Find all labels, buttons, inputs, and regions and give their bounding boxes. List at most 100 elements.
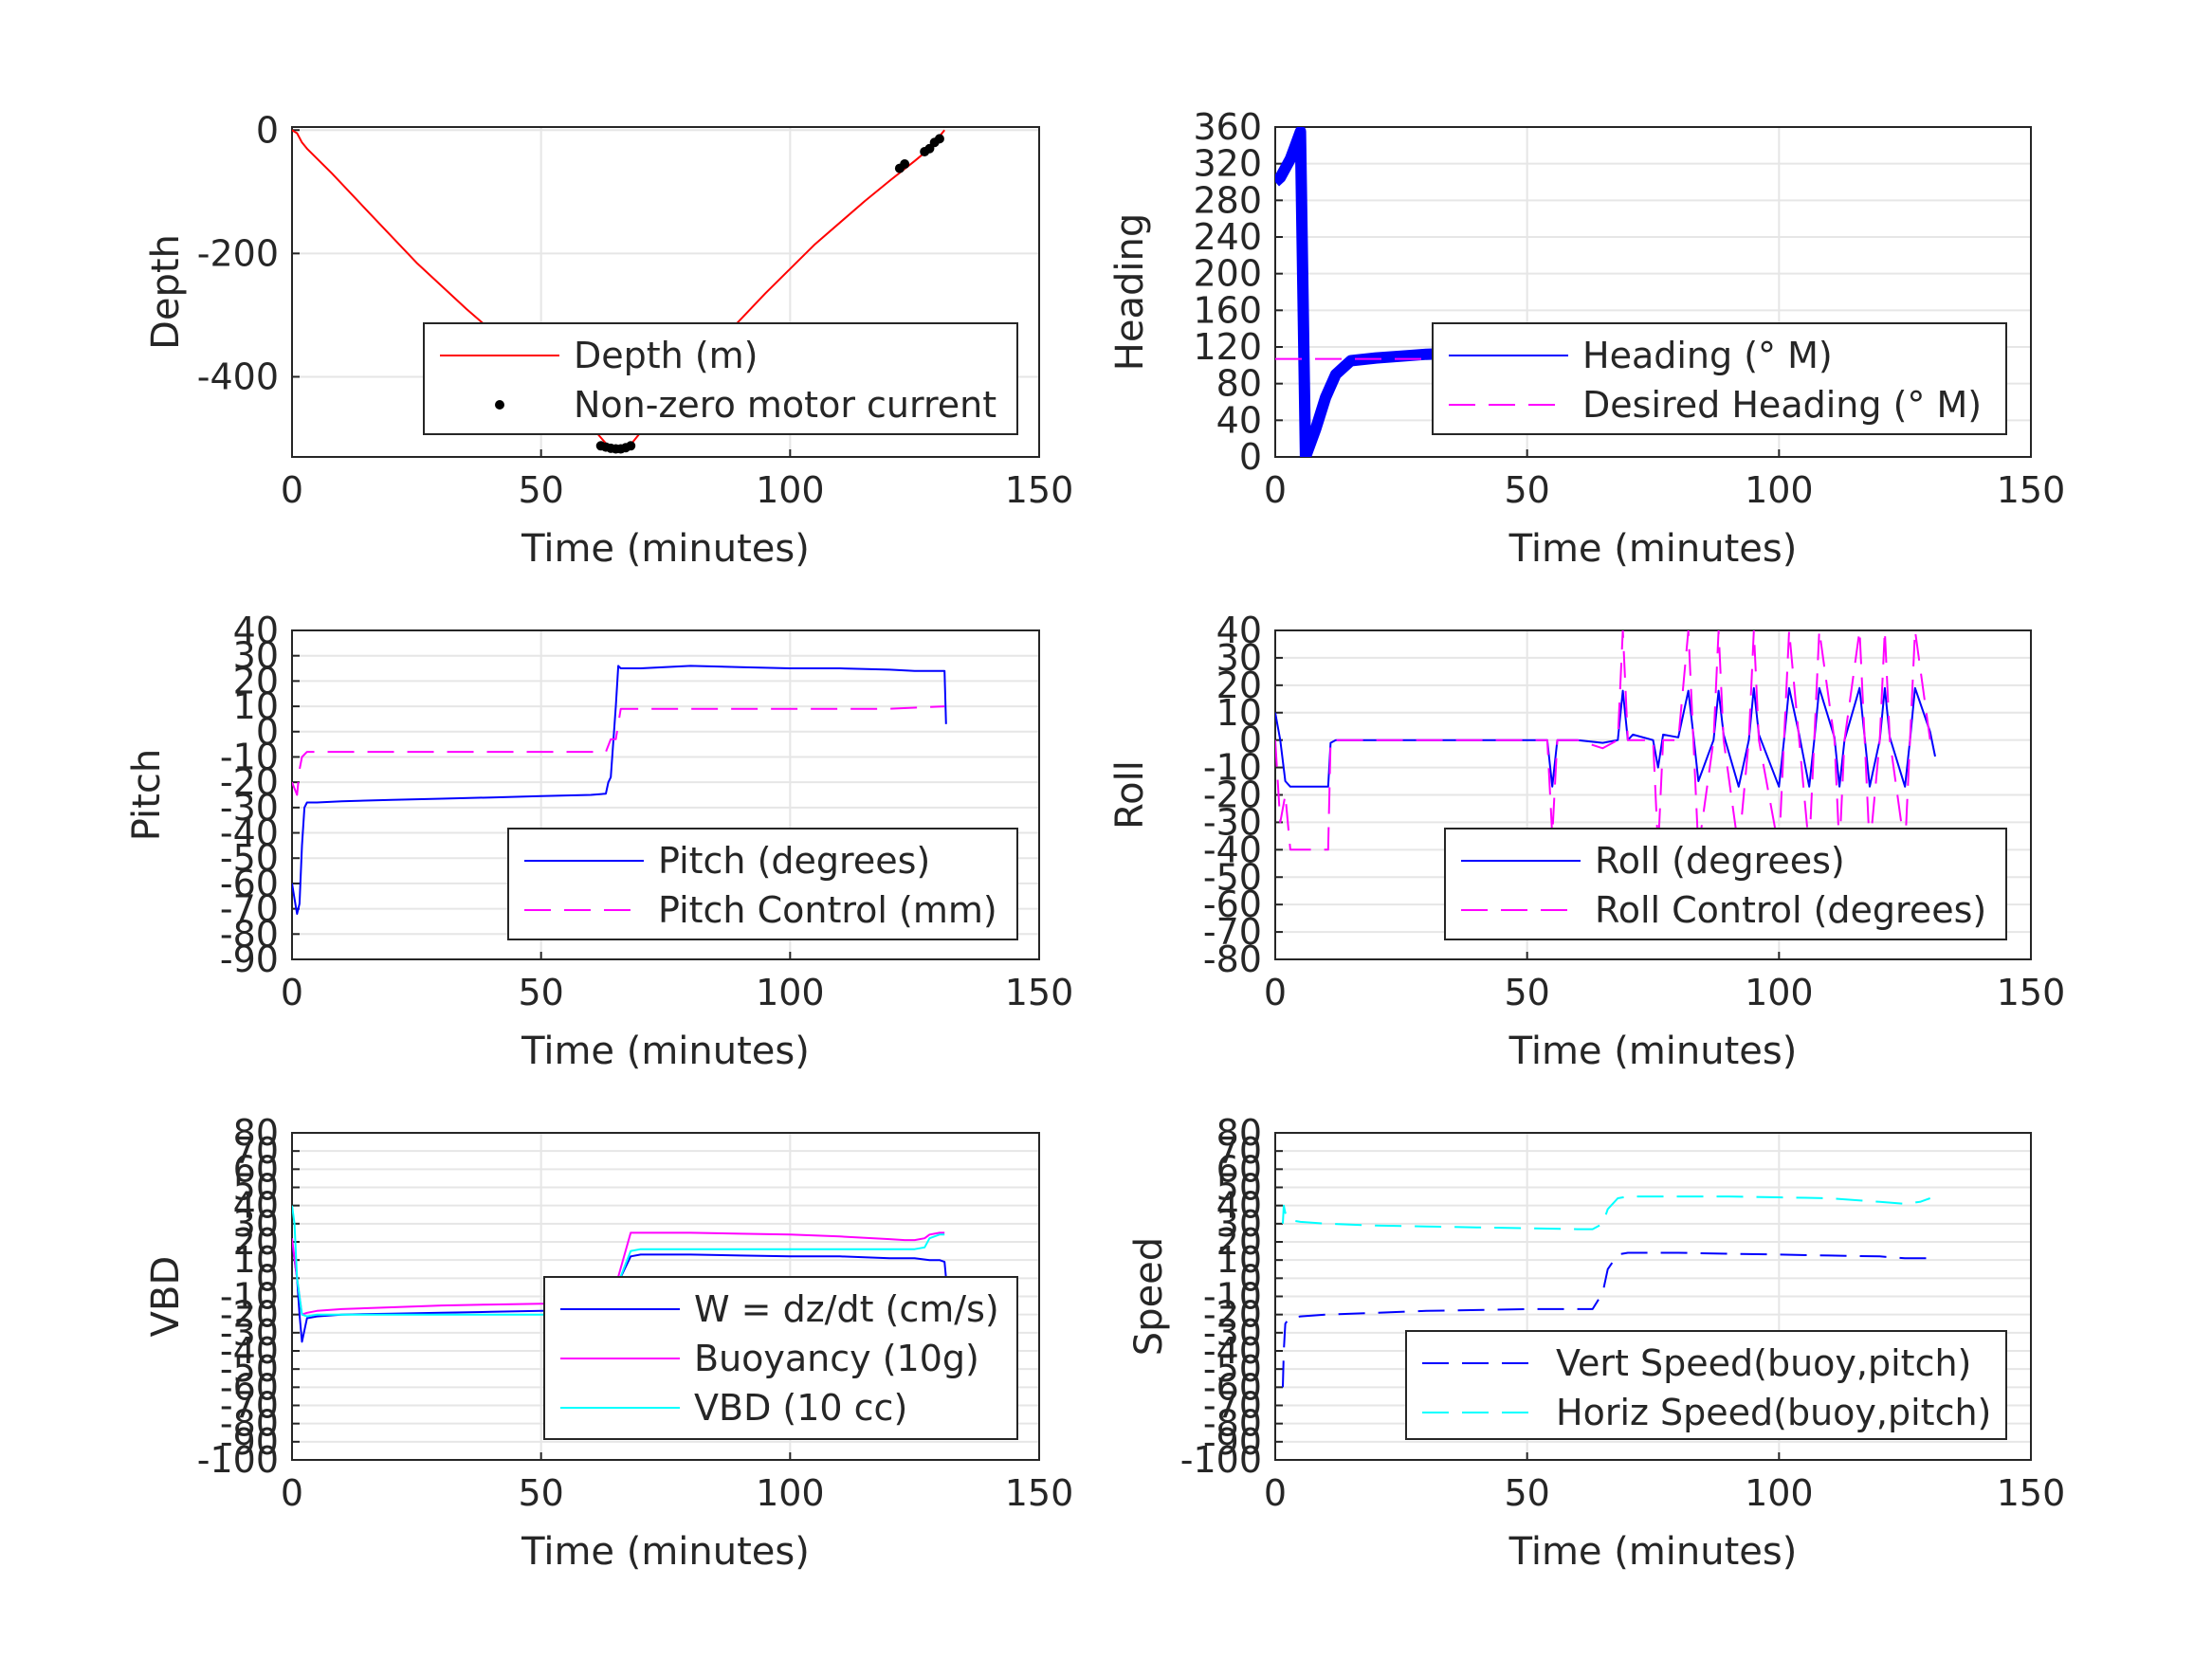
legend-label: Heading (° M) [1582,335,1833,376]
y-tick-label: -50 [220,837,279,879]
y-tick-label: 70 [1216,1130,1262,1172]
chart-vbd: 0 50 100 15080706050403020100-10-20-30-40-5… [144,1112,1073,1574]
y-tick-label: 10 [233,685,279,727]
x-tick-label: 50 [518,972,563,1013]
y-tick-label: 160 [1193,289,1262,331]
y-tick-label: -30 [1203,1312,1262,1354]
legend-box [1444,828,2007,940]
y-axis-label: Roll [1108,760,1152,830]
series-point [900,159,910,170]
y-tick-label: -20 [1203,1294,1262,1336]
y-tick-label: 50 [1216,1167,1262,1209]
y-tick-label: 280 [1193,179,1262,221]
x-tick-label: 0 [1264,469,1287,511]
plot-area [292,129,945,454]
chart-speed: 0 50 100 15080706050403020100-10-20-30-40-5… [1127,1112,2065,1574]
legend: Vert Speed(buoy,pitch) Horiz Speed(buoy,p… [1405,1330,2007,1440]
y-tick-label: -80 [220,913,279,955]
y-tick-label: 240 [1193,216,1262,258]
y-tick-label: 80 [233,1112,279,1154]
y-tick-label: 120 [1193,326,1262,368]
legend-label: Non-zero motor current [574,384,996,426]
x-tick-label: 150 [1005,972,1074,1013]
x-axis-label: Time (minutes) [521,527,810,571]
y-tick-label: 0 [1239,436,1262,478]
y-tick-label: 20 [1216,1221,1262,1263]
y-tick-label: 80 [1216,1112,1262,1154]
y-tick-label: -60 [220,863,279,904]
series-point [934,134,944,144]
legend-box [507,828,1018,940]
y-tick-label: -20 [1203,775,1262,816]
y-tick-label: -60 [1203,884,1262,925]
x-tick-label: 0 [281,1472,303,1514]
y-tick-label: -30 [220,1312,279,1354]
x-tick-label: 0 [1264,972,1287,1013]
legend-label: Vert Speed(buoy,pitch) [1556,1342,1971,1384]
series-line-2 [292,1231,945,1316]
legend-label: Desired Heading (° M) [1582,384,1982,426]
y-tick-label: 30 [233,635,279,677]
y-tick-label: -50 [1203,856,1262,898]
y-tick-label: 0 [1239,1257,1262,1299]
y-tick-label: 0 [256,109,279,151]
x-tick-label: 150 [1997,1472,2066,1514]
y-tick-label: -200 [197,232,279,274]
legend: Depth (m) Non-zero motor current [423,322,1018,435]
x-tick-label: 100 [1745,972,1814,1013]
y-tick-label: 40 [233,610,279,651]
x-tick-label: 50 [1504,469,1549,511]
legend-box [423,322,1018,435]
y-tick-label: 50 [233,1167,279,1209]
x-tick-label: 100 [1745,469,1814,511]
legend: W = dz/dt (cm/s) Buoyancy (10g) VBD (10 cc… [543,1276,1018,1440]
x-axis-label: Time (minutes) [521,1530,810,1574]
axes-frame [1274,126,2032,458]
y-tick-label: 40 [233,1185,279,1227]
plot-area [1275,630,1936,851]
y-tick-label: -10 [220,1276,279,1318]
y-tick-label: 360 [1193,106,1262,148]
y-tick-label: -70 [220,888,279,930]
y-tick-label: 30 [1216,1203,1262,1245]
y-tick-label: -30 [1203,801,1262,843]
legend-label: Pitch (degrees) [658,840,930,882]
y-tick-label: -70 [220,1385,279,1427]
x-axis-label: Time (minutes) [521,1030,810,1073]
plot-area [292,665,947,915]
series-line-2 [292,705,945,796]
y-tick-label: 0 [1239,720,1262,761]
y-tick-label: 20 [1216,665,1262,706]
y-tick-label: -40 [220,1330,279,1372]
series-line-1 [292,665,947,915]
y-tick-label: -80 [1203,1403,1262,1445]
x-tick-label: 50 [1504,972,1549,1013]
chart-pitch: 0 50 100 150403020100-10-20-30-40-50-60-70-… [125,610,1073,1073]
y-tick-label: -10 [1203,747,1262,789]
y-tick-label: 40 [1216,1185,1262,1227]
y-axis-label: Pitch [125,749,169,841]
x-tick-label: 150 [1005,469,1074,511]
chart-depth: 0 50 100 150 0 -200 -400 Time (minutes) Depth Dep… [144,109,1073,571]
y-tick-label: -100 [1180,1439,1262,1481]
chart-roll: 0 50 100 150403020100-10-20-30-40-50-60-70-… [1108,610,2065,1073]
y-tick-label: 10 [1216,692,1262,734]
y-tick-label: -60 [220,1366,279,1408]
y-tick-label: 0 [256,1257,279,1299]
axes-frame [291,126,1040,458]
y-tick-label: -80 [1203,939,1262,980]
y-tick-label: -40 [1203,829,1262,870]
legend-marker [495,400,504,410]
y-tick-label: -50 [1203,1348,1262,1390]
y-tick-label: 80 [1216,363,1262,405]
y-tick-label: 60 [233,1148,279,1190]
legend: Pitch (degrees) Pitch Control (mm) [507,828,1018,940]
legend-box [1405,1330,2007,1440]
legend-label: Pitch Control (mm) [658,889,997,931]
y-tick-label: 30 [233,1203,279,1245]
legend: Roll (degrees) Roll Control (degrees) [1444,828,2007,940]
x-axis-label: Time (minutes) [1508,527,1798,571]
y-tick-label: -100 [197,1439,279,1481]
y-axis-label: Depth [144,234,188,350]
